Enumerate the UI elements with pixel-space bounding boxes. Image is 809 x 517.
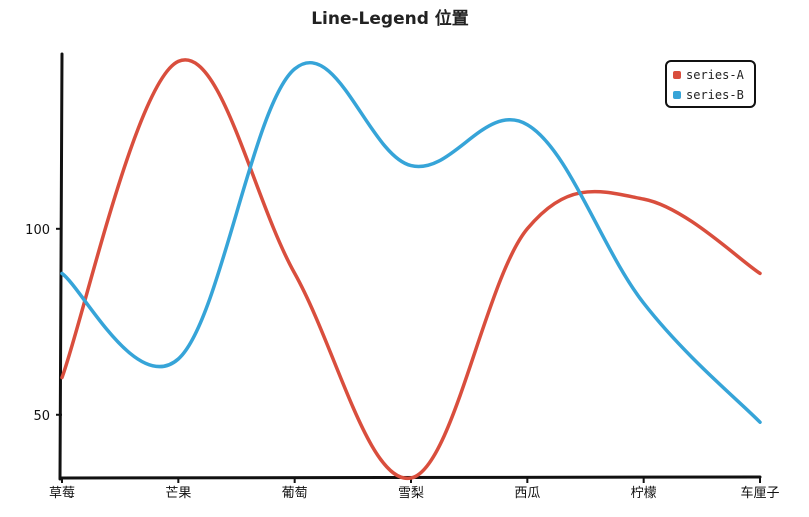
legend-swatch [673, 71, 681, 79]
legend[interactable]: series-A series-B [665, 60, 756, 108]
x-tick-label: 车厘子 [740, 485, 779, 501]
legend-label[interactable]: series-A [686, 68, 745, 82]
y-ticks: 50 100 [25, 223, 62, 424]
legend-box [665, 60, 756, 108]
legend-swatch [673, 91, 681, 99]
chart-title: Line-Legend 位置 [311, 8, 469, 29]
axes [58, 52, 762, 481]
x-ticks: 草莓 芒果 葡萄 雪梨 西瓜 柠檬 车厘子 [49, 478, 780, 501]
series-line-series-b[interactable] [60, 60, 762, 424]
legend-items: series-A series-B [673, 68, 745, 102]
x-tick-label: 芒果 [165, 485, 191, 501]
y-axis-line [58, 52, 64, 481]
y-tick-label: 100 [25, 223, 50, 238]
y-tick-label: 50 [33, 409, 50, 424]
x-tick-label: 雪梨 [398, 486, 424, 501]
series-line-series-a[interactable] [60, 58, 762, 480]
series-lines [60, 58, 762, 480]
x-tick-label: 草莓 [49, 486, 75, 501]
legend-label[interactable]: series-B [686, 88, 744, 102]
x-tick-label: 西瓜 [514, 486, 540, 501]
x-tick-label: 柠檬 [631, 486, 657, 501]
x-tick-label: 葡萄 [282, 486, 308, 501]
